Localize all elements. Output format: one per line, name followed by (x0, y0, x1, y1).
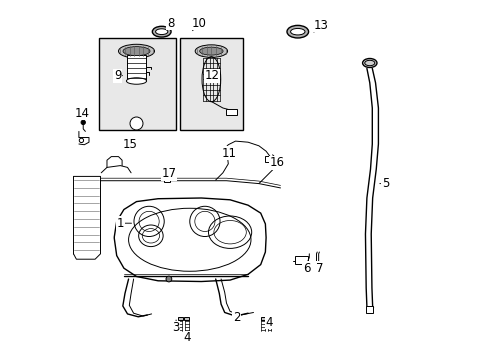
Text: 8: 8 (167, 17, 174, 30)
Ellipse shape (290, 28, 305, 35)
Text: 7: 7 (316, 262, 323, 275)
Text: 6: 6 (302, 262, 309, 275)
Bar (126, 55, 146, 80)
Text: 2: 2 (232, 311, 240, 324)
Ellipse shape (123, 46, 150, 55)
Circle shape (81, 120, 85, 125)
Text: 4: 4 (264, 316, 272, 329)
Bar (260, 317, 265, 320)
Circle shape (166, 276, 171, 282)
Text: 9: 9 (114, 69, 122, 82)
Bar (225, 109, 236, 115)
Text: 3: 3 (172, 321, 180, 334)
Bar (163, 176, 170, 182)
Circle shape (130, 117, 142, 130)
Bar (99, 38, 176, 130)
Ellipse shape (152, 26, 171, 37)
Text: 5: 5 (381, 177, 388, 190)
Text: 4: 4 (183, 331, 190, 344)
Bar (366, 306, 373, 313)
Bar (184, 317, 189, 320)
Text: 1: 1 (116, 217, 124, 230)
Ellipse shape (286, 25, 308, 38)
Ellipse shape (195, 45, 227, 58)
Text: 14: 14 (75, 107, 90, 120)
Ellipse shape (118, 44, 154, 58)
Ellipse shape (362, 58, 376, 68)
Text: 15: 15 (122, 138, 138, 151)
Text: 12: 12 (204, 69, 219, 82)
Ellipse shape (126, 78, 146, 84)
Text: 16: 16 (269, 156, 284, 169)
Text: 13: 13 (313, 19, 327, 32)
PathPatch shape (114, 198, 265, 282)
Text: 17: 17 (161, 167, 176, 180)
Text: 10: 10 (192, 17, 206, 30)
Text: 11: 11 (222, 147, 236, 159)
Bar (294, 256, 307, 264)
Bar (179, 38, 242, 130)
Bar (178, 317, 183, 320)
Bar (266, 317, 272, 320)
Bar (264, 156, 272, 162)
Ellipse shape (155, 29, 167, 35)
Ellipse shape (199, 47, 223, 55)
